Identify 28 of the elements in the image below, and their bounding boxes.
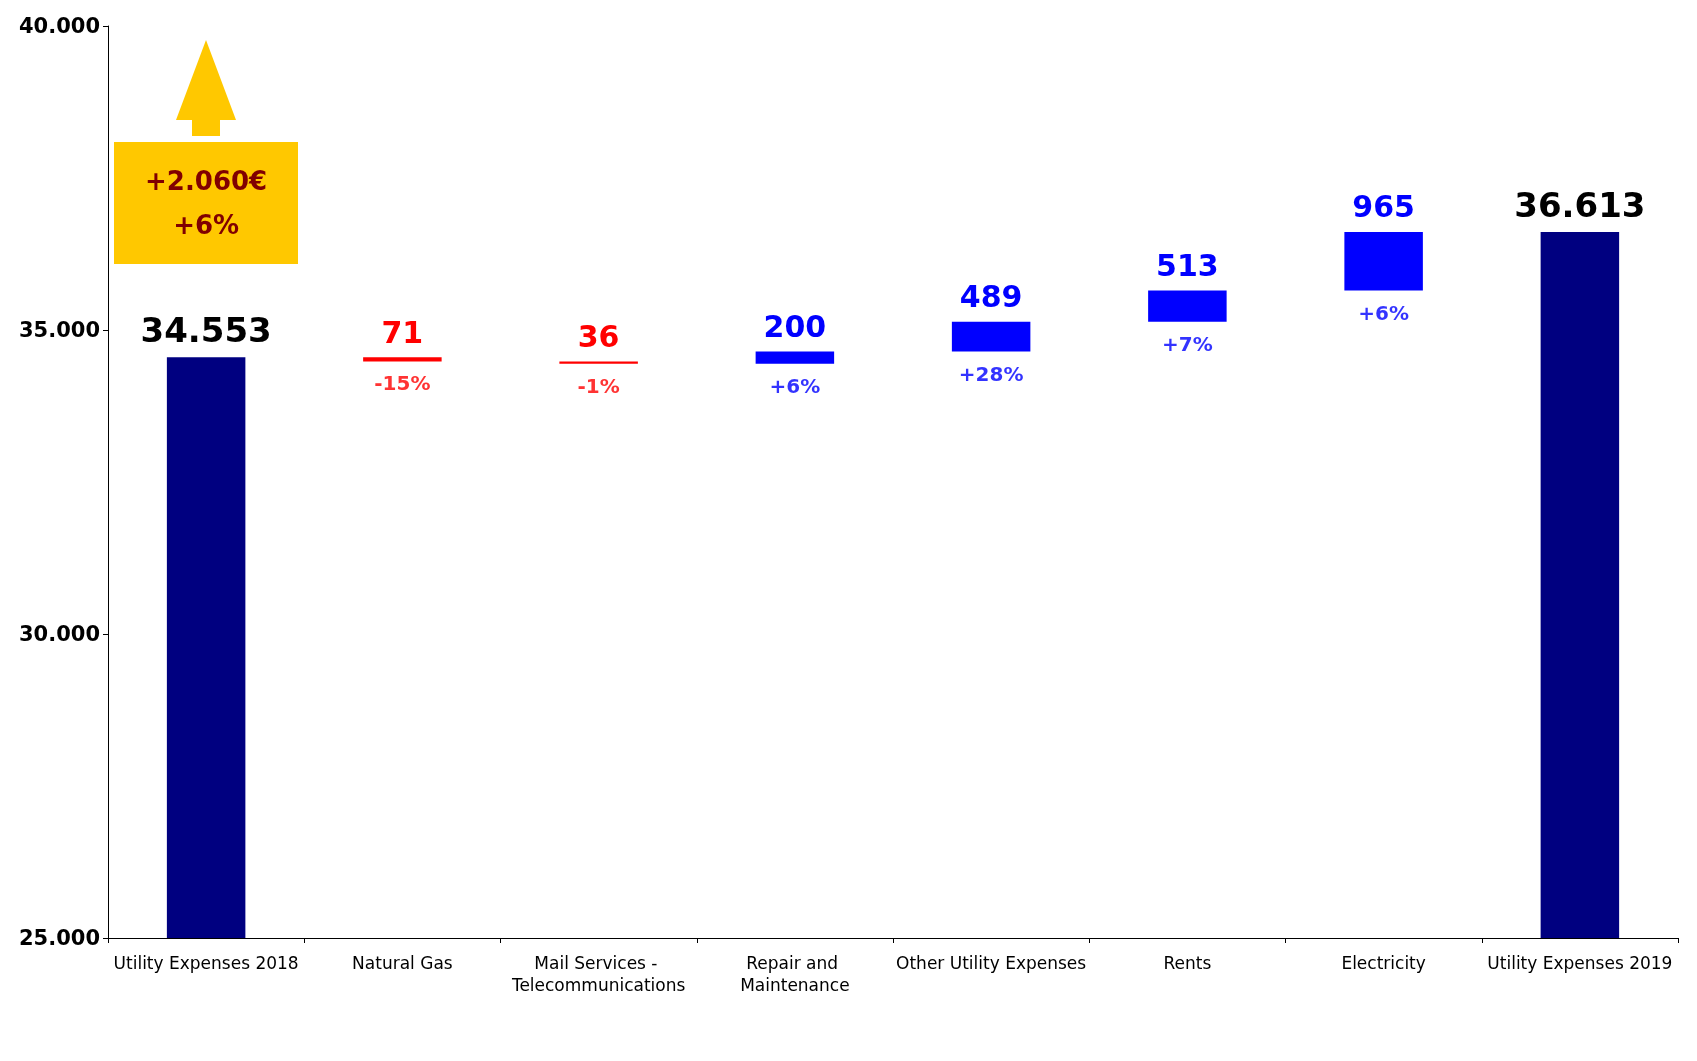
annotation: +6% — [769, 373, 821, 398]
y-tick-label: 30.000 — [18, 622, 100, 646]
annotation: +6% — [1358, 300, 1409, 325]
data-label: 36.613 — [1514, 184, 1646, 225]
data-label: 34.553 — [140, 310, 272, 351]
x-tick-label: Electricity — [1341, 953, 1426, 973]
data-label: 489 — [959, 279, 1023, 315]
annotation: +6% — [173, 210, 240, 240]
y-tick-label: 25.000 — [18, 926, 100, 950]
x-tick-label: Natural Gas — [352, 953, 453, 973]
annotation: +2.060€ — [145, 166, 268, 196]
x-tick-label: Repair and Maintenance — [740, 953, 850, 995]
annotation: -15% — [374, 371, 431, 396]
x-tick-label: Mail Services - Telecommunications — [510, 953, 686, 995]
x-tick-label: Rents — [1163, 953, 1212, 973]
data-label: 965 — [1352, 189, 1415, 225]
x-tick-label: Other Utility Expenses — [896, 953, 1087, 973]
x-tick-label: Utility Expenses 2018 — [113, 953, 299, 973]
data-label: 36 — [577, 318, 620, 354]
y-tick-label: 40.000 — [18, 14, 100, 38]
x-tick-label: Utility Expenses 2019 — [1487, 953, 1673, 973]
data-label: 71 — [381, 314, 424, 350]
data-label: 513 — [1156, 248, 1219, 284]
y-tick-label: 35.000 — [18, 318, 100, 342]
data-label: 200 — [763, 309, 827, 345]
annotation: +28% — [958, 361, 1024, 386]
annotation: +7% — [1162, 331, 1213, 356]
annotation: -1% — [577, 373, 620, 398]
